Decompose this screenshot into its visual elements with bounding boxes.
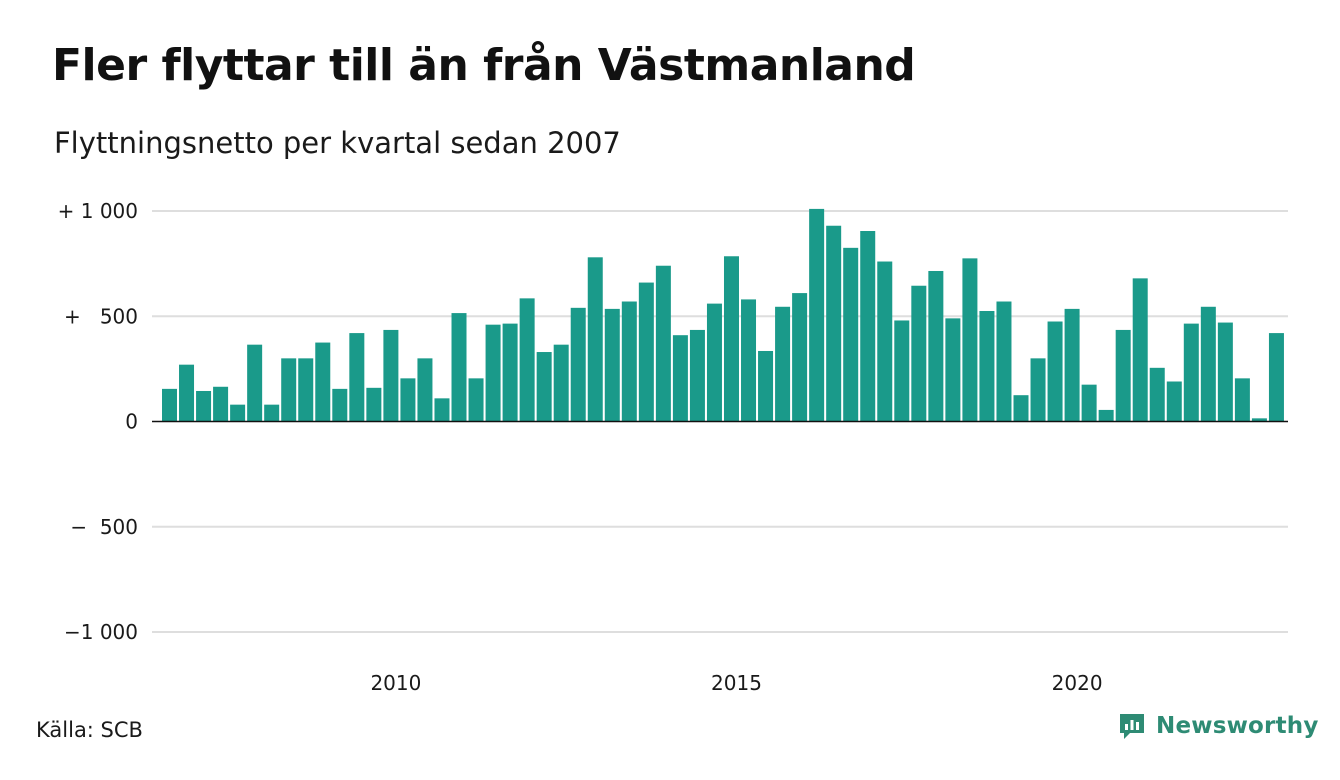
y-tick-label: + 500	[64, 304, 138, 328]
bar	[196, 390, 212, 422]
bar	[264, 404, 280, 422]
chart-title: Fler flyttar till än från Västmanland	[52, 40, 916, 91]
bar	[945, 318, 961, 422]
bar	[1251, 418, 1267, 422]
bar	[894, 320, 910, 422]
bar	[1132, 278, 1148, 422]
bar	[723, 256, 739, 422]
bar	[1030, 358, 1046, 422]
bar	[689, 329, 705, 422]
bar	[638, 282, 654, 422]
bar	[383, 329, 399, 422]
bar	[485, 324, 501, 422]
bar	[162, 388, 177, 422]
bar	[741, 299, 757, 422]
bar	[1166, 381, 1182, 422]
bar	[451, 313, 467, 422]
bar	[502, 323, 518, 422]
bar	[468, 378, 484, 422]
bar	[1234, 378, 1250, 422]
x-tick-label: 2010	[370, 671, 421, 695]
bar	[1013, 395, 1029, 422]
bar	[315, 342, 331, 422]
bar	[230, 404, 246, 422]
bar	[1064, 308, 1080, 422]
newsworthy-chat-bars-icon	[1120, 714, 1144, 739]
bar	[349, 333, 365, 422]
bar	[570, 307, 586, 422]
newsworthy-logo: Newsworthy	[1118, 712, 1319, 740]
bar	[1268, 333, 1284, 422]
bar	[1047, 321, 1063, 422]
bar	[553, 344, 569, 422]
y-tick-label: −1 000	[64, 620, 138, 644]
bar	[298, 358, 314, 422]
bar	[877, 261, 893, 422]
bar	[1115, 329, 1131, 422]
x-tick-label: 2020	[1052, 671, 1103, 695]
bars	[162, 208, 1284, 422]
y-tick-label: 0	[125, 410, 138, 434]
bar	[281, 358, 297, 422]
bar	[979, 310, 995, 422]
bar	[400, 378, 416, 422]
y-tick-label: − 500	[70, 515, 138, 539]
bar	[366, 387, 382, 422]
x-axis-tick-labels: 2010 2015 2020	[370, 671, 1102, 695]
bar	[1183, 323, 1199, 422]
bar	[962, 258, 978, 422]
bar	[809, 208, 825, 422]
bar	[996, 301, 1012, 422]
bar	[655, 265, 671, 422]
bar	[1149, 367, 1165, 422]
bar	[826, 225, 842, 422]
bar	[706, 303, 722, 422]
y-axis-tick-labels: + 1 000 + 500 0 − 500 −1 000	[58, 199, 138, 644]
bar	[536, 352, 552, 422]
gridlines	[152, 210, 1288, 633]
logo-text: Newsworthy	[1156, 713, 1319, 739]
bar	[434, 398, 450, 422]
bar	[860, 231, 876, 422]
bar	[1217, 322, 1233, 422]
bar	[672, 335, 688, 422]
bar	[213, 386, 229, 422]
bar	[332, 388, 348, 422]
bar	[911, 285, 927, 422]
bar	[179, 364, 195, 422]
bar	[1081, 384, 1097, 422]
bar	[843, 247, 859, 422]
y-tick-label: + 1 000	[58, 199, 138, 223]
bar	[1098, 409, 1114, 422]
bar	[417, 358, 433, 422]
source-note: Källa: SCB	[36, 718, 143, 742]
bar	[1200, 306, 1216, 422]
bar	[775, 306, 791, 422]
bar	[792, 293, 808, 422]
bar	[587, 257, 603, 422]
bar	[604, 308, 620, 422]
x-tick-label: 2015	[711, 671, 762, 695]
chart-subtitle: Flyttningsnetto per kvartal sedan 2007	[54, 126, 621, 160]
bar	[247, 344, 263, 422]
bar	[621, 301, 637, 422]
bar	[928, 270, 944, 422]
bar	[519, 298, 535, 422]
bar	[758, 350, 774, 422]
